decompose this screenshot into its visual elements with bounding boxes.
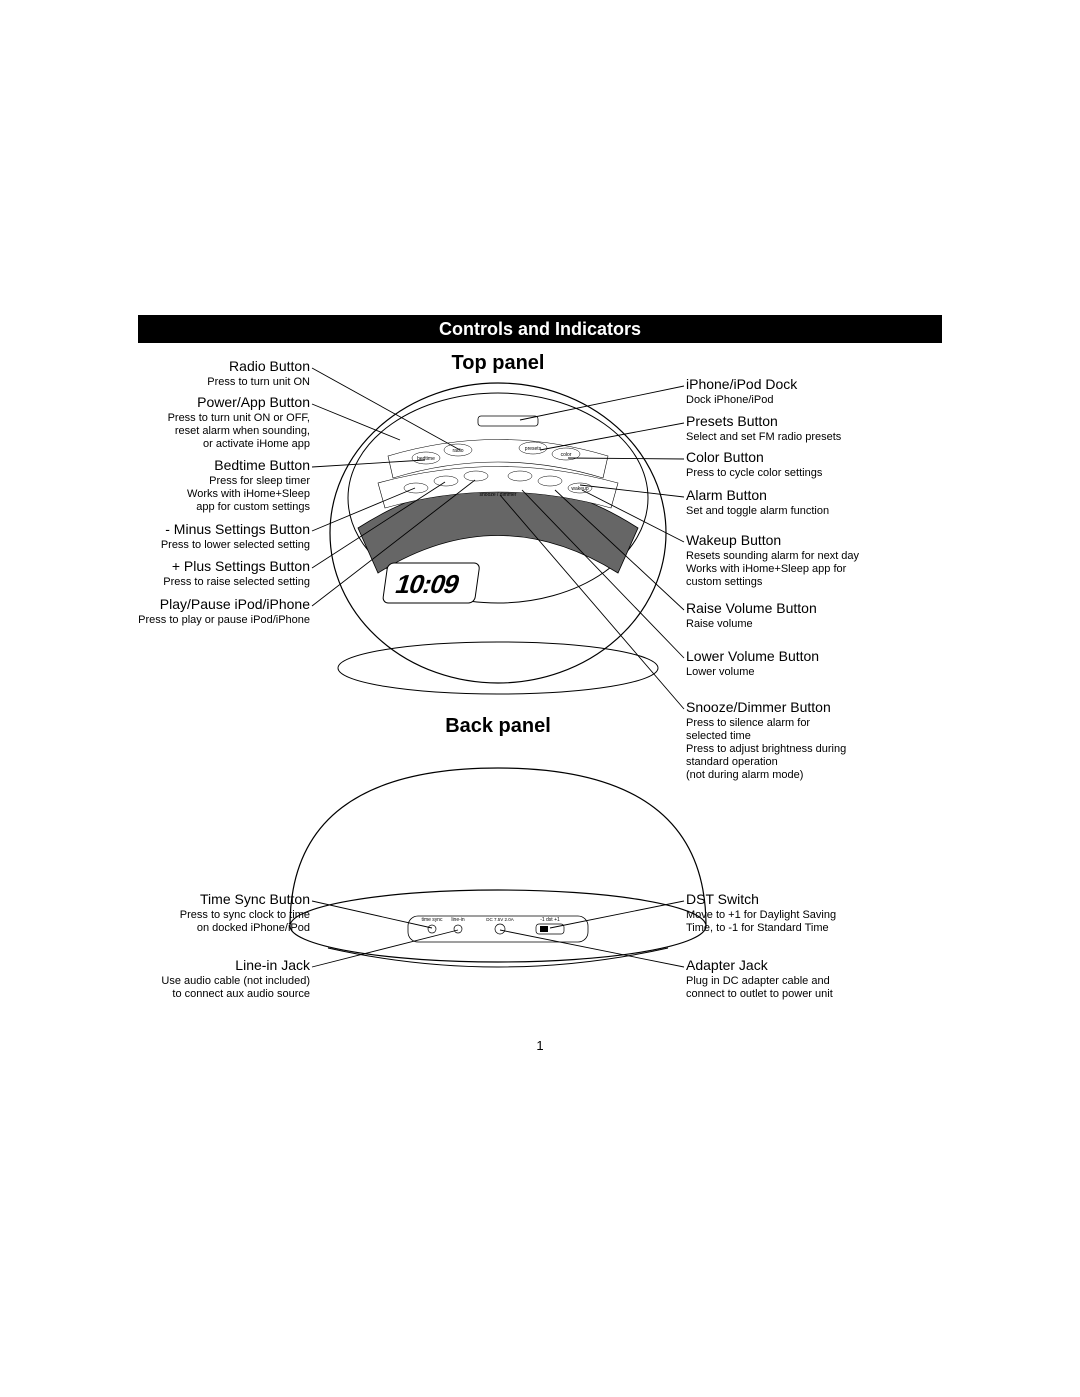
svg-text:color: color — [561, 452, 572, 458]
back-panel-title: Back panel — [398, 715, 598, 738]
callout-time-sync-button: Time Sync Button Press to sync clock to … — [100, 891, 310, 935]
callout-alarm-button: Alarm Button Set and toggle alarm functi… — [686, 487, 946, 518]
back-device-illustration: time sync line-in DC 7.5V 2.0A -1 dst +1 — [280, 748, 716, 998]
callout-iphone-dock: iPhone/iPod Dock Dock iPhone/iPod — [686, 376, 946, 407]
callout-dst-switch: DST Switch Move to +1 for Daylight Savin… — [686, 891, 946, 935]
page-number: 1 — [536, 1038, 543, 1053]
svg-text:wakeup: wakeup — [571, 486, 588, 492]
svg-text:presets: presets — [525, 446, 542, 452]
callout-radio-button: Radio Button Press to turn unit ON — [100, 358, 310, 389]
callout-wakeup-button: Wakeup Button Resets sounding alarm for … — [686, 532, 946, 589]
svg-text:-1 dst +1: -1 dst +1 — [540, 917, 560, 923]
header-title: Controls and Indicators — [439, 319, 641, 339]
top-panel-title: Top panel — [398, 352, 598, 375]
callout-presets-button: Presets Button Select and set FM radio p… — [686, 413, 946, 444]
svg-text:bedtime: bedtime — [417, 456, 435, 462]
svg-text:line-in: line-in — [451, 917, 465, 923]
header-bar: Controls and Indicators — [138, 315, 942, 343]
callout-play-pause-button: Play/Pause iPod/iPhone Press to play or … — [80, 596, 310, 627]
callout-adapter-jack: Adapter Jack Plug in DC adapter cable an… — [686, 957, 946, 1001]
callout-minus-settings-button: - Minus Settings Button Press to lower s… — [100, 521, 310, 552]
svg-text:time sync: time sync — [421, 917, 443, 923]
callout-plus-settings-button: + Plus Settings Button Press to raise se… — [100, 558, 310, 589]
svg-text:10:09: 10:09 — [392, 570, 463, 599]
callout-snooze-dimmer-button: Snooze/Dimmer Button Press to silence al… — [686, 699, 946, 782]
svg-text:DC 7.5V 2.0A: DC 7.5V 2.0A — [486, 917, 514, 922]
svg-text:snooze / dimmer: snooze / dimmer — [480, 492, 517, 498]
callout-line-in-jack: Line-in Jack Use audio cable (not includ… — [100, 957, 310, 1001]
callout-bedtime-button: Bedtime Button Press for sleep timerWork… — [100, 457, 310, 514]
svg-text:radio: radio — [452, 448, 463, 454]
callout-power-app-button: Power/App Button Press to turn unit ON o… — [100, 394, 310, 451]
callout-raise-volume-button: Raise Volume Button Raise volume — [686, 600, 946, 631]
top-device-illustration: bedtime radio presets color snooze / dim… — [328, 378, 668, 698]
callout-lower-volume-button: Lower Volume Button Lower volume — [686, 648, 946, 679]
callout-color-button: Color Button Press to cycle color settin… — [686, 449, 946, 480]
